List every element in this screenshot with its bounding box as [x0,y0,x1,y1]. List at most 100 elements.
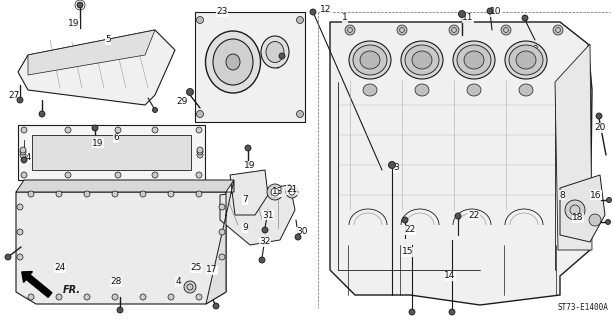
Circle shape [409,309,415,315]
Text: 26: 26 [270,51,282,60]
Circle shape [21,127,27,133]
Circle shape [197,17,204,23]
Circle shape [606,197,612,203]
Circle shape [259,257,265,263]
Circle shape [56,294,62,300]
Circle shape [17,254,23,260]
Text: 12: 12 [321,5,332,14]
Ellipse shape [405,45,439,75]
Circle shape [17,204,23,210]
Circle shape [397,25,407,35]
Circle shape [168,294,174,300]
Circle shape [459,11,465,18]
Circle shape [65,172,71,178]
Circle shape [596,113,602,119]
Ellipse shape [464,51,484,69]
Text: 24: 24 [55,263,66,273]
Circle shape [115,127,121,133]
Bar [32,135,191,170]
Text: 5: 5 [105,36,111,44]
Text: 1: 1 [342,13,348,22]
Text: 22: 22 [405,226,416,235]
Circle shape [39,111,45,117]
Text: 14: 14 [444,271,455,281]
Circle shape [28,191,34,197]
Polygon shape [28,30,155,75]
Text: 24: 24 [20,154,32,163]
Circle shape [153,108,158,113]
Circle shape [487,8,493,14]
Circle shape [213,303,219,309]
Text: 18: 18 [573,213,584,222]
Text: 7: 7 [242,196,248,204]
Circle shape [196,191,202,197]
Text: 16: 16 [590,190,602,199]
Circle shape [553,25,563,35]
Circle shape [565,200,585,220]
Text: 19: 19 [92,139,104,148]
Circle shape [65,127,71,133]
Polygon shape [220,185,295,245]
Circle shape [297,110,303,117]
Ellipse shape [453,41,495,79]
Ellipse shape [401,41,443,79]
Text: 17: 17 [206,266,218,275]
Ellipse shape [516,51,536,69]
Text: ST73-E1400A: ST73-E1400A [557,303,608,312]
Text: 31: 31 [262,211,274,220]
Circle shape [449,25,459,35]
Ellipse shape [519,84,533,96]
Circle shape [589,214,601,226]
Ellipse shape [349,41,391,79]
Polygon shape [16,192,226,304]
Text: 3: 3 [393,164,399,172]
Circle shape [5,254,11,260]
Circle shape [17,97,23,103]
Circle shape [184,281,196,293]
Circle shape [245,145,251,151]
Text: 11: 11 [462,13,474,22]
Text: 4: 4 [175,277,181,286]
Circle shape [522,15,528,21]
Circle shape [77,2,83,8]
Circle shape [21,157,27,163]
Circle shape [115,172,121,178]
Ellipse shape [213,39,253,85]
Ellipse shape [226,54,240,70]
Ellipse shape [360,51,380,69]
Circle shape [20,152,26,158]
Circle shape [20,147,26,153]
Circle shape [449,309,455,315]
Polygon shape [555,44,592,250]
Ellipse shape [205,31,261,93]
Bar [18,125,205,180]
Ellipse shape [467,84,481,96]
Text: 32: 32 [259,237,271,246]
Circle shape [197,152,203,158]
Circle shape [56,191,62,197]
Text: 19: 19 [244,162,256,171]
Circle shape [606,220,611,225]
Circle shape [197,147,203,153]
Ellipse shape [266,42,284,62]
Text: 15: 15 [402,247,414,257]
Circle shape [219,254,225,260]
Circle shape [196,127,202,133]
Circle shape [389,162,395,169]
Circle shape [197,110,204,117]
Circle shape [286,186,298,198]
Circle shape [455,213,461,219]
Polygon shape [560,175,605,242]
Circle shape [140,191,146,197]
Ellipse shape [363,84,377,96]
Text: 2: 2 [532,45,538,54]
Polygon shape [206,180,234,304]
Text: 28: 28 [110,277,122,286]
Circle shape [152,127,158,133]
Circle shape [112,294,118,300]
Circle shape [262,227,268,233]
Text: 25: 25 [190,263,202,273]
Polygon shape [230,170,268,215]
Text: 29: 29 [177,98,188,107]
Ellipse shape [509,45,543,75]
